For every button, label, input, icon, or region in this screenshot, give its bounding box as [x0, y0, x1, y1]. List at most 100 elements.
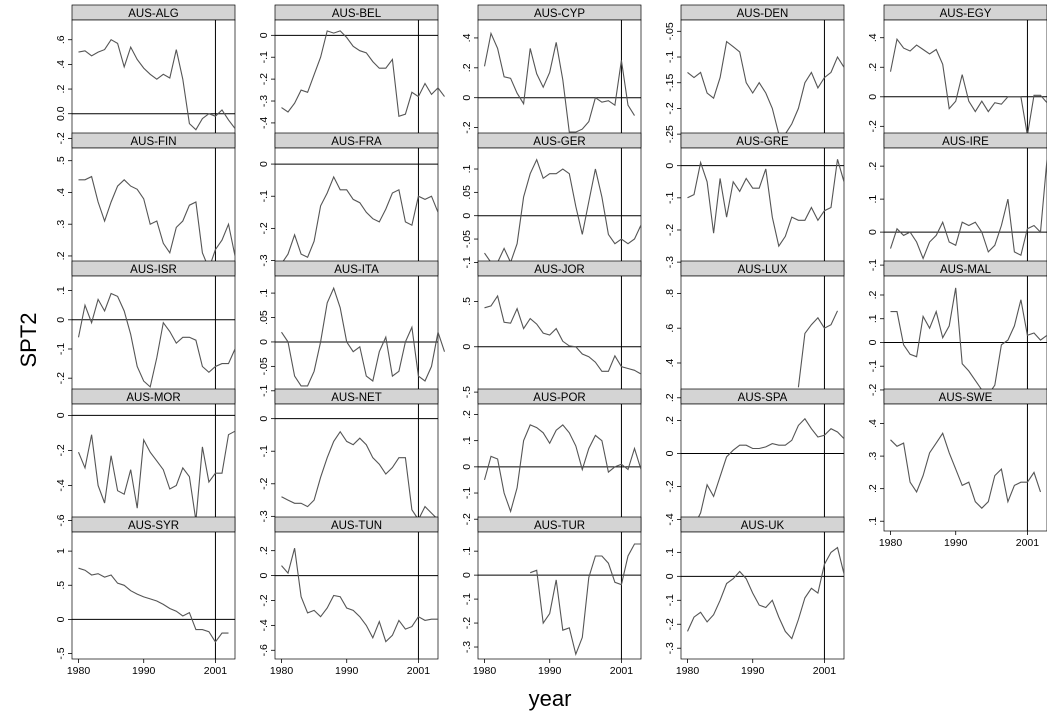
plot-frame [681, 404, 844, 531]
plot-frame [275, 148, 438, 275]
y-tick-label: -.05 [258, 357, 270, 375]
y-tick-label: .2 [867, 290, 879, 299]
y-tick-label: -.2 [461, 121, 473, 133]
y-tick-label: .2 [258, 546, 270, 555]
y-tick-label: .1 [867, 517, 879, 526]
y-axis-title: SPT2 [0, 300, 48, 380]
x-tick-label: 1990 [132, 665, 156, 677]
y-tick-label: .1 [55, 286, 67, 295]
panel-title: AUS-FIN [131, 136, 177, 148]
y-tick-label: .2 [664, 416, 676, 425]
y-tick-label: -.1 [461, 256, 473, 268]
panel-title: AUS-ISR [130, 264, 177, 276]
panel-title: AUS-LUX [738, 264, 788, 276]
x-tick-label: 1980 [473, 665, 497, 677]
y-tick-label: 0 [867, 339, 879, 345]
y-tick-label: 0 [664, 450, 676, 456]
y-tick-label: -.1 [664, 192, 676, 204]
y-tick-label: -.2 [258, 594, 270, 606]
panel-title: AUS-FRA [331, 136, 382, 148]
y-tick-label: -.1 [867, 360, 879, 372]
y-axis-title-svg: SPT2 [0, 300, 48, 380]
y-tick-label: -.4 [55, 479, 67, 491]
y-tick-label: -.3 [258, 254, 270, 266]
plot-frame [478, 404, 641, 531]
y-tick-label: -.2 [258, 73, 270, 85]
y-tick-label: .5 [55, 156, 67, 165]
x-tick-label: 1990 [335, 665, 359, 677]
panel-title: AUS-MOR [126, 392, 180, 404]
y-tick-label: -.2 [664, 480, 676, 492]
y-tick-label: .6 [55, 35, 67, 44]
y-tick-label: -.1 [461, 487, 473, 499]
panel-title: AUS-ALG [128, 8, 179, 20]
y-tick-label: .4 [664, 358, 676, 367]
x-tick-label: 1980 [879, 537, 903, 549]
y-tick-label: .1 [461, 164, 473, 173]
x-tick-label: 1990 [741, 665, 765, 677]
panel-title: AUS-CYP [534, 8, 585, 20]
panel-aus-alg: AUS-ALG.6.4.20.0-.2 [55, 5, 235, 147]
plot-frame [72, 20, 235, 147]
panel-title: AUS-DEN [737, 8, 789, 20]
panel-title: AUS-SPA [738, 392, 788, 404]
y-tick-label: .4 [55, 188, 67, 197]
y-tick-label: 0 [258, 416, 270, 422]
y-tick-label: -.3 [461, 641, 473, 653]
x-tick-label: 2001 [407, 665, 431, 677]
y-tick-label: 1 [55, 548, 67, 554]
y-tick-label: 0 [461, 572, 473, 578]
y-tick-label: 0 [664, 573, 676, 579]
x-axis-title-text: year [529, 686, 572, 711]
plot-frame [72, 276, 235, 403]
y-tick-label: -.1 [867, 259, 879, 271]
y-tick-label: .2 [55, 251, 67, 260]
y-tick-label: .4 [461, 33, 473, 42]
y-tick-label: -.1 [55, 343, 67, 355]
y-tick-label: -.4 [258, 117, 270, 129]
y-tick-label: -.5 [55, 647, 67, 659]
plot-frame [478, 276, 641, 403]
plot-frame [884, 404, 1047, 531]
panel-title: AUS-SWE [939, 392, 993, 404]
y-tick-label: .2 [461, 410, 473, 419]
plot-frame [478, 20, 641, 147]
y-tick-label: -.2 [664, 224, 676, 236]
panel-title: AUS-ITA [334, 264, 379, 276]
y-tick-label: 0 [664, 163, 676, 169]
y-tick-label: .4 [55, 60, 67, 69]
y-tick-label: -.3 [258, 95, 270, 107]
y-tick-label: .8 [664, 289, 676, 298]
y-tick-label: -.3 [664, 256, 676, 268]
y-tick-label: .2 [867, 63, 879, 72]
y-tick-label: -.05 [664, 22, 676, 40]
panel-title: AUS-POR [533, 392, 585, 404]
plot-frame [884, 276, 1047, 403]
y-tick-label: .1 [867, 195, 879, 204]
y-tick-label: .3 [55, 220, 67, 229]
y-tick-label: 0 [461, 464, 473, 470]
panel-title: AUS-IRE [942, 136, 989, 148]
y-tick-label: -.4 [664, 513, 676, 525]
plot-frame [884, 148, 1047, 275]
panel-title: AUS-GRE [736, 136, 789, 148]
y-tick-label: .1 [867, 314, 879, 323]
y-tick-label: -.3 [258, 510, 270, 522]
y-tick-label: -.15 [664, 74, 676, 92]
plot-frame [72, 148, 235, 275]
y-tick-label: .5 [55, 581, 67, 590]
panel-aus-jor: AUS-JOR.50-.5 [461, 261, 641, 403]
y-tick-label: -.5 [461, 386, 473, 398]
y-tick-label: -.6 [258, 644, 270, 656]
panel-title: AUS-TUN [331, 520, 382, 532]
x-tick-label: 2001 [204, 665, 228, 677]
panel-title: AUS-MAL [940, 264, 992, 276]
plot-frame [275, 20, 438, 147]
plot-frame [884, 20, 1047, 147]
